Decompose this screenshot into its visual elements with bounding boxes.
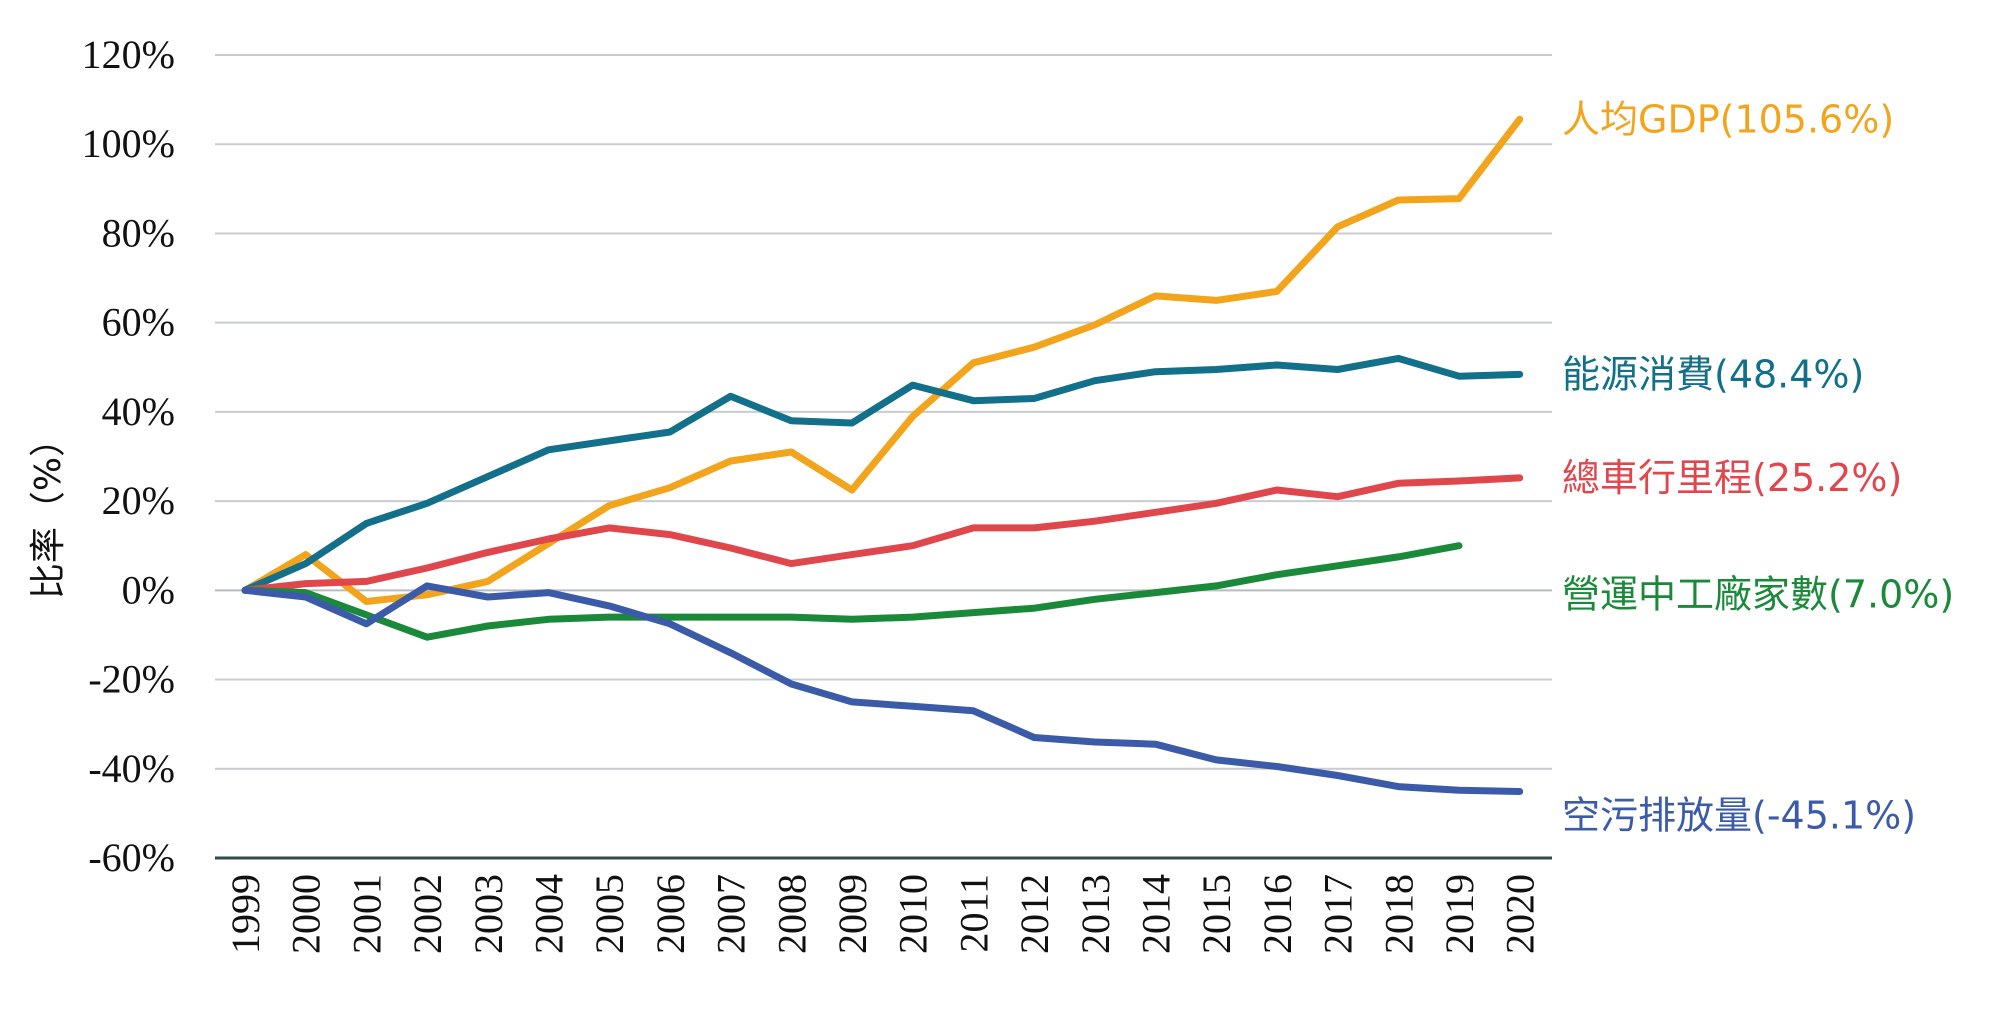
x-tick-label: 2004 xyxy=(527,874,572,954)
x-axis-ticks: 1999 2000 2001 2002 2003 2004 2005 2006 2007 2008… xyxy=(223,874,1543,954)
x-tick-label: 2008 xyxy=(769,874,814,954)
x-tick-label: 2009 xyxy=(830,874,875,954)
x-tick-label: 2018 xyxy=(1376,874,1421,954)
series-line-營運中工廠家數 xyxy=(241,542,1463,641)
y-axis-ticks: 120% 100% 80% 60% 40% 20% 0% -20% -40% -60% xyxy=(82,32,175,880)
series-line-空污排放量 xyxy=(241,582,1524,795)
y-tick-label: 120% xyxy=(82,32,175,77)
series-line-人均GDP xyxy=(241,115,1524,605)
x-tick-label: 2003 xyxy=(466,874,511,954)
x-tick-label: 2005 xyxy=(587,874,632,954)
y-tick-label: 40% xyxy=(102,389,175,434)
series-end-labels: 人均GDP(105.6%) 能源消費(48.4%) 總車行里程(25.2%) 營運中工… xyxy=(1562,97,1954,837)
y-tick-label: 0% xyxy=(122,567,175,612)
x-tick-label: 2014 xyxy=(1134,874,1179,954)
x-tick-label: 2001 xyxy=(344,874,389,954)
x-tick-label: 2006 xyxy=(648,874,693,954)
x-tick-label: 2007 xyxy=(709,874,754,954)
x-tick-label: 2019 xyxy=(1437,874,1482,954)
series-line-能源消費 xyxy=(241,354,1524,594)
x-tick-label: 2020 xyxy=(1498,874,1543,954)
y-tick-label: 80% xyxy=(102,210,175,255)
series-label-能源消費: 能源消費(48.4%) xyxy=(1562,352,1864,396)
series-label-空污排放量: 空污排放量(-45.1%) xyxy=(1562,794,1916,838)
x-tick-label: 2015 xyxy=(1194,874,1239,954)
x-tick-label: 2016 xyxy=(1255,874,1300,954)
series-label-人均GDP: 人均GDP(105.6%) xyxy=(1562,97,1894,141)
y-tick-label: 60% xyxy=(102,300,175,345)
y-tick-label: -20% xyxy=(88,657,175,702)
series-label-總車行里程: 總車行里程(25.2%) xyxy=(1562,456,1902,500)
series-lines xyxy=(241,115,1524,795)
y-axis-label: 比率（%） xyxy=(28,421,69,599)
x-tick-label: 2017 xyxy=(1316,874,1361,954)
x-tick-label: 2011 xyxy=(951,874,996,953)
y-tick-label: -40% xyxy=(88,746,175,791)
x-tick-label: 2002 xyxy=(405,874,450,954)
y-tick-label: 20% xyxy=(102,478,175,523)
series-label-營運中工廠家數: 營運中工廠家數(7.0%) xyxy=(1562,573,1954,617)
y-tick-label: -60% xyxy=(88,835,175,880)
x-tick-label: 1999 xyxy=(223,874,268,954)
x-tick-label: 2000 xyxy=(284,874,329,954)
x-tick-label: 2012 xyxy=(1012,874,1057,954)
x-tick-label: 2010 xyxy=(891,874,936,954)
series-line-總車行里程 xyxy=(241,474,1524,594)
x-tick-label: 2013 xyxy=(1073,874,1118,954)
y-tick-label: 100% xyxy=(82,121,175,166)
